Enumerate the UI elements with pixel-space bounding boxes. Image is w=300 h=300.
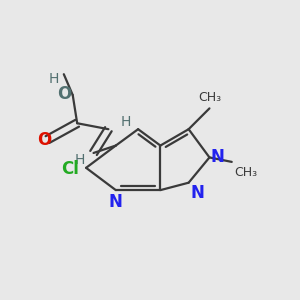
Text: N: N (109, 193, 123, 211)
Text: O: O (38, 130, 52, 148)
Text: N: N (190, 184, 204, 202)
Text: Cl: Cl (61, 160, 79, 178)
Text: H: H (120, 115, 131, 129)
Text: CH₃: CH₃ (198, 91, 221, 104)
Text: H: H (48, 72, 59, 86)
Text: O: O (57, 85, 71, 103)
Text: CH₃: CH₃ (235, 166, 258, 179)
Text: N: N (211, 148, 225, 166)
Text: H: H (74, 153, 85, 167)
